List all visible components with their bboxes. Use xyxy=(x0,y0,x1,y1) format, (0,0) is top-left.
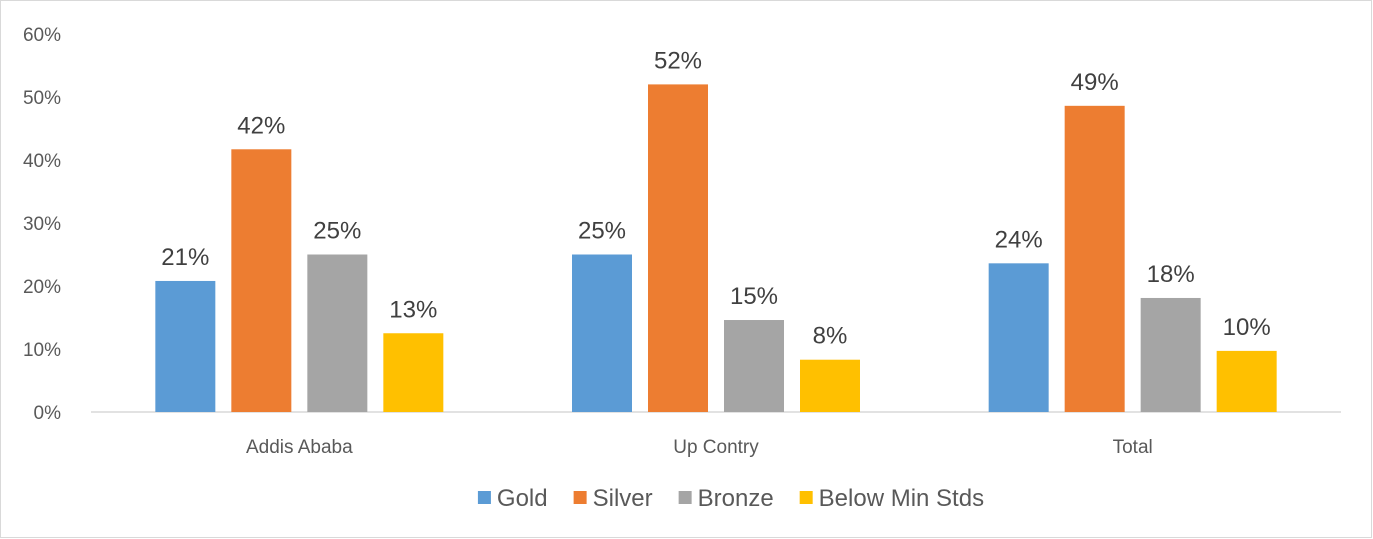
data-label: 15% xyxy=(730,283,778,310)
legend-label: Below Min Stds xyxy=(819,485,984,512)
data-labels: 21% 42% 25% 13% 25% 52% 15% 8% 24% 49% 18% 10% xyxy=(161,47,1270,349)
bar-silver xyxy=(231,149,292,413)
data-label: 24% xyxy=(995,226,1043,253)
data-label: 8% xyxy=(813,323,848,350)
x-category-label: Total xyxy=(1113,437,1153,458)
bar-below-min-stds xyxy=(800,359,860,412)
y-tick-label: 20% xyxy=(23,277,61,298)
data-label: 25% xyxy=(313,218,361,245)
y-tick-label: 30% xyxy=(23,214,61,235)
y-axis: 0% 10% 20% 30% 40% 50% 60% xyxy=(23,25,61,424)
bars xyxy=(155,84,1277,413)
data-label: 42% xyxy=(237,112,285,139)
bar-gold xyxy=(988,263,1049,412)
data-label: 25% xyxy=(578,218,626,245)
bar-below-min-stds xyxy=(383,333,444,412)
bar-below-min-stds xyxy=(1216,350,1277,412)
bar-bronze xyxy=(724,320,784,412)
legend-item-silver: Silver xyxy=(573,485,653,512)
bar-gold xyxy=(155,280,216,412)
y-tick-label: 10% xyxy=(23,340,61,361)
legend-label: Silver xyxy=(593,485,653,512)
data-label: 21% xyxy=(161,244,209,271)
y-tick-label: 60% xyxy=(23,25,61,46)
legend-item-bronze: Bronze xyxy=(678,485,774,512)
data-label: 18% xyxy=(1147,261,1195,288)
bar-bronze xyxy=(1140,297,1201,412)
legend-label: Gold xyxy=(497,485,548,512)
bar-bronze xyxy=(307,254,368,412)
legend-item-gold: Gold xyxy=(477,485,548,512)
data-label: 49% xyxy=(1071,69,1119,96)
y-tick-label: 0% xyxy=(34,403,62,424)
y-tick-label: 40% xyxy=(23,151,61,172)
legend-label: Bronze xyxy=(698,485,774,512)
legend-swatch xyxy=(477,491,491,504)
data-label: 10% xyxy=(1223,314,1271,341)
legend-item-below-min-stds: Below Min Stds xyxy=(799,485,984,512)
x-category-label: Up Contry xyxy=(673,437,759,458)
data-label: 52% xyxy=(654,47,702,74)
bar-gold xyxy=(572,254,632,412)
bar-silver xyxy=(648,84,708,413)
data-label: 13% xyxy=(389,296,437,323)
legend: Gold Silver Bronze Below Min Stds xyxy=(477,485,984,512)
legend-swatch xyxy=(573,491,587,504)
y-tick-label: 50% xyxy=(23,88,61,109)
bar-silver xyxy=(1064,105,1125,412)
legend-swatch xyxy=(678,491,692,504)
x-axis: Addis Ababa Up Contry Total xyxy=(246,437,1153,458)
x-category-label: Addis Ababa xyxy=(246,437,353,458)
legend-swatch xyxy=(799,491,813,504)
